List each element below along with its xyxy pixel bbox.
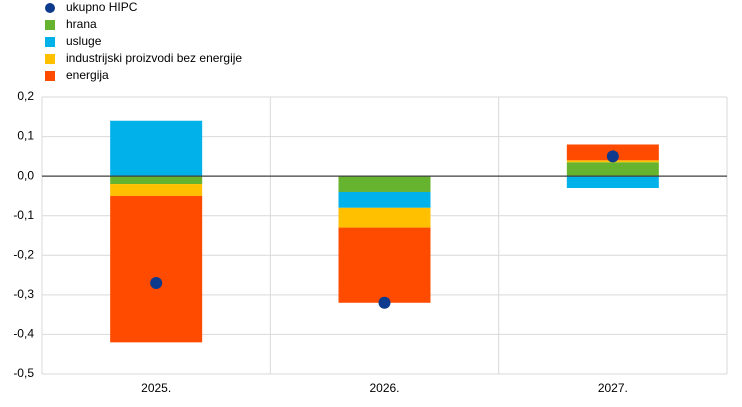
total-dot <box>378 296 391 309</box>
y-tick-label: -0,4 <box>13 327 34 341</box>
total-dot <box>606 150 619 163</box>
bar-segment <box>110 195 203 343</box>
y-tick-label: 0,0 <box>17 168 34 182</box>
bar-segment <box>338 191 431 208</box>
legend-marker <box>45 71 55 81</box>
legend-label: usluge <box>66 34 102 48</box>
x-tick-label: 2025. <box>141 381 171 395</box>
legend-label: energija <box>66 68 109 82</box>
y-tick-label: 0,2 <box>17 89 34 103</box>
bar-segment <box>110 176 203 185</box>
x-tick-label: 2027. <box>598 381 628 395</box>
y-tick-label: -0,1 <box>13 208 34 222</box>
legend-label: hrana <box>66 17 97 31</box>
bar-segment <box>338 227 431 303</box>
x-tick-label: 2026. <box>369 381 399 395</box>
legend-label: ukupno HIPC <box>66 0 138 14</box>
bar-segment <box>110 120 203 177</box>
y-tick-label: -0,3 <box>13 287 34 301</box>
y-tick-label: -0,2 <box>13 247 34 261</box>
legend-label: industrijski proizvodi bez energije <box>66 51 242 65</box>
legend-marker <box>45 20 55 30</box>
legend-marker <box>45 54 55 64</box>
bar-segment <box>110 184 203 196</box>
legend-marker <box>45 37 55 47</box>
bar-segment <box>566 162 659 177</box>
y-tick-label: -0,5 <box>13 366 34 380</box>
y-tick-label: 0,1 <box>17 129 34 143</box>
bar-segment <box>338 207 431 228</box>
bar-segment <box>338 176 431 192</box>
legend-marker <box>45 3 55 13</box>
total-dot <box>150 276 163 289</box>
bar-segment <box>566 176 659 189</box>
